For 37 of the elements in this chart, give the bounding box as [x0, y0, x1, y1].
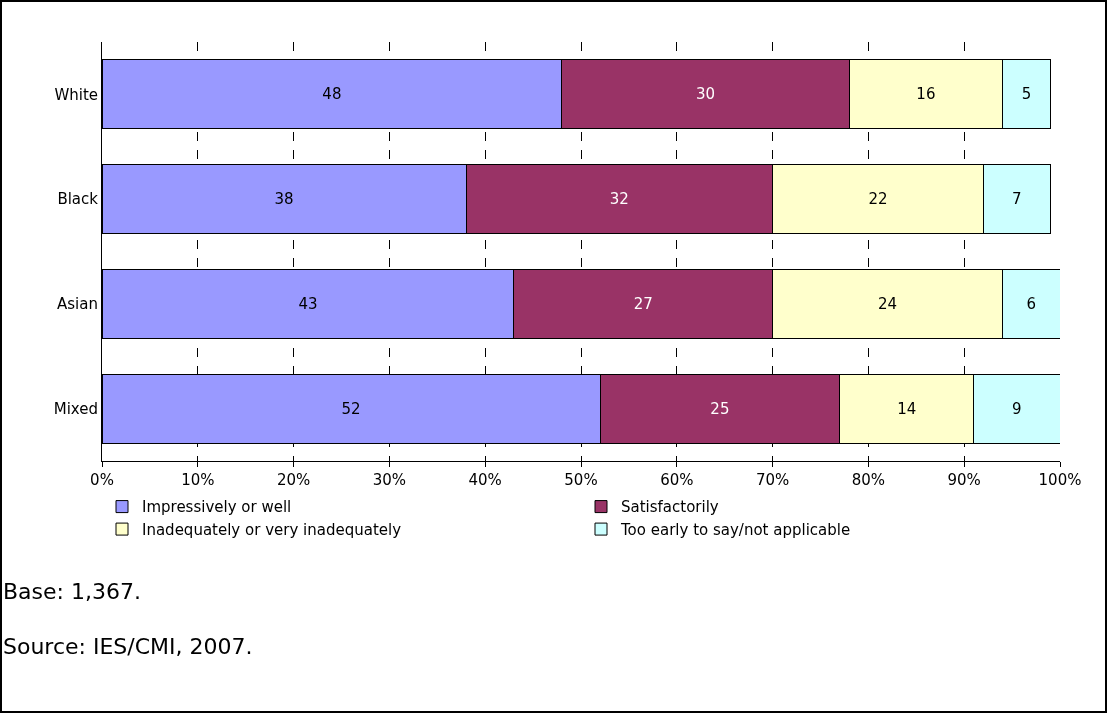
data-label: 48	[322, 85, 342, 104]
x-tick-label: 0%	[90, 471, 114, 489]
legend-label: Impressively or well	[142, 498, 292, 517]
x-tick-label: 70%	[755, 471, 790, 489]
data-label: 14	[897, 399, 917, 418]
data-label: 43	[298, 294, 318, 313]
legend-label: Too early to say/not applicable	[620, 520, 851, 539]
data-label: 38	[274, 190, 294, 209]
legend-label: Inadequately or very inadequately	[142, 520, 402, 539]
legend-label: Satisfactorily	[621, 498, 719, 517]
x-tick-label: 30%	[372, 471, 407, 489]
x-tick-label: 60%	[660, 471, 694, 489]
data-label: 7	[1012, 190, 1022, 209]
data-label: 16	[916, 85, 936, 104]
x-tick-label: 80%	[851, 471, 886, 489]
y-tick-label: Black	[57, 190, 99, 209]
data-label: 22	[868, 190, 888, 209]
text: Base: 1,367.	[3, 579, 141, 604]
source-note: Source: IES/CMI, 2007.	[3, 634, 253, 659]
x-tick-label: 50%	[564, 471, 598, 489]
x-tick-label: 10%	[181, 471, 215, 489]
data-label: 32	[609, 190, 629, 209]
data-label: 24	[878, 294, 898, 313]
x-tick-label: 100%	[1038, 471, 1082, 489]
data-label: 27	[633, 294, 653, 313]
y-tick-label: Asian	[57, 295, 98, 314]
data-label: 30	[695, 85, 716, 104]
data-label: 52	[341, 399, 361, 418]
x-tick-label: 90%	[947, 471, 981, 489]
data-label: 6	[1026, 294, 1037, 313]
x-tick-label: 20%	[276, 471, 311, 489]
data-label: 9	[1012, 399, 1022, 418]
y-tick-label: White	[54, 85, 98, 104]
x-tick-label: 40%	[468, 471, 502, 489]
data-label: 5	[1021, 85, 1032, 104]
y-tick-label: Mixed	[53, 399, 98, 418]
data-label: 25	[710, 399, 730, 418]
